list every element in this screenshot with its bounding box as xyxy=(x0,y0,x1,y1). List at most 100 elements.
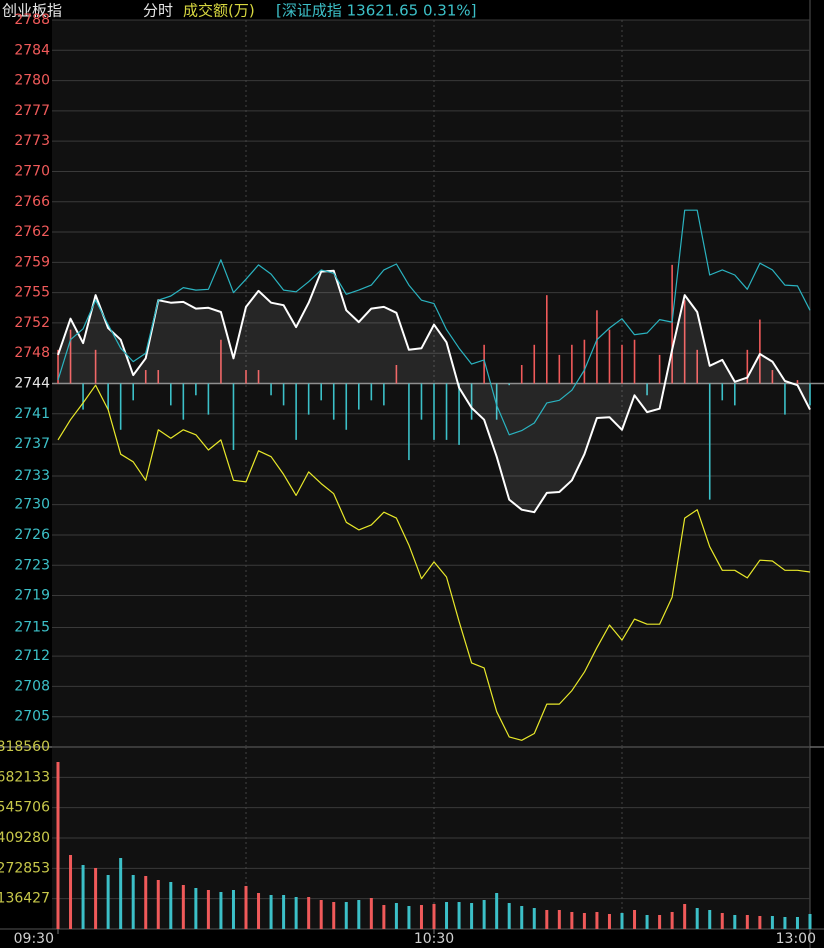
y-tick-label: 2712 xyxy=(14,648,50,664)
volume-bar xyxy=(369,898,373,929)
price-area xyxy=(58,270,810,513)
volume-bar xyxy=(607,913,611,929)
volume-bar xyxy=(783,916,787,929)
y-tick-label: 2784 xyxy=(14,42,50,58)
volume-bar xyxy=(206,890,210,929)
volume-bar xyxy=(56,761,60,929)
volume-bar xyxy=(231,890,235,929)
volume-bar xyxy=(658,914,662,929)
volume-bar xyxy=(532,908,536,929)
volume-bar xyxy=(633,909,637,929)
volume-bar xyxy=(119,858,123,929)
volume-bar xyxy=(770,915,774,929)
volume-bar xyxy=(419,905,423,929)
y-tick-label: 2770 xyxy=(14,163,50,179)
series-line xyxy=(57,209,811,436)
volume-bar xyxy=(407,906,411,929)
volume-bar xyxy=(282,895,286,929)
volume-bar xyxy=(507,903,511,929)
x-tick-label: 10:30 xyxy=(414,931,454,947)
y-tick-label: 2752 xyxy=(14,315,50,331)
volume-bar xyxy=(357,900,361,929)
index-annotation: [深证成指 13621.65 0.31%] xyxy=(276,2,476,20)
volume-bar xyxy=(495,893,499,929)
y-tick-label: 2708 xyxy=(14,678,50,694)
y-tick-label: 2766 xyxy=(14,194,50,210)
volume-bar xyxy=(269,895,273,929)
volume-bar xyxy=(745,914,749,929)
y-tick-label: 272853 xyxy=(0,860,50,876)
volume-bar xyxy=(645,914,649,929)
chart-subtitle: 分时 xyxy=(143,2,173,20)
y-tick-label: 2719 xyxy=(14,588,50,604)
volume-bar xyxy=(720,912,724,929)
volume-bar xyxy=(332,902,336,929)
volume-bar xyxy=(257,893,261,929)
y-tick-label: 2748 xyxy=(14,345,50,361)
volume-bar xyxy=(181,884,185,929)
y-tick-label: 2730 xyxy=(14,497,50,513)
volume-bar xyxy=(470,903,474,929)
y-tick-label: 409280 xyxy=(0,830,50,846)
y-tick-label: 2762 xyxy=(14,224,50,240)
y-tick-label: 2780 xyxy=(14,73,50,89)
volume-bar xyxy=(169,881,173,929)
y-tick-label: 2759 xyxy=(14,254,50,270)
y-tick-label: 2788 xyxy=(14,12,50,28)
volume-bar xyxy=(307,897,311,929)
y-tick-label: 2777 xyxy=(14,103,50,119)
y-tick-label: 2755 xyxy=(14,285,50,301)
volume-bar xyxy=(344,902,348,929)
y-tick-label: 136427 xyxy=(0,891,50,907)
series-line xyxy=(57,384,811,741)
volume-title: 成交额(万) xyxy=(183,2,255,20)
volume-bar xyxy=(595,911,599,929)
volume-bar xyxy=(219,892,223,929)
volume-bar xyxy=(432,904,436,929)
y-tick-label: 2705 xyxy=(14,709,50,725)
volume-bar xyxy=(194,888,198,929)
volume-bar xyxy=(445,902,449,929)
y-tick-label: 545706 xyxy=(0,800,50,816)
plot-background xyxy=(52,20,810,929)
y-tick-label: 2726 xyxy=(14,527,50,543)
volume-bar xyxy=(294,897,298,929)
volume-bar xyxy=(620,912,624,929)
y-tick-label: 2723 xyxy=(14,557,50,573)
volume-bar xyxy=(69,855,73,929)
volume-bar xyxy=(557,909,561,929)
volume-bar xyxy=(582,912,586,929)
volume-bar xyxy=(795,916,799,929)
volume-bar xyxy=(144,875,148,929)
volume-bar xyxy=(695,908,699,929)
y-tick-label: 2733 xyxy=(14,468,50,484)
y-tick-label: 2744 xyxy=(14,376,50,392)
x-tick-label: 09:30 xyxy=(14,931,54,947)
volume-bar xyxy=(382,905,386,929)
y-tick-label: 2741 xyxy=(14,406,50,422)
y-tick-label: 2737 xyxy=(14,436,50,452)
volume-bar xyxy=(808,913,812,929)
series-line xyxy=(57,269,811,514)
volume-bar xyxy=(545,909,549,929)
volume-bar xyxy=(319,900,323,929)
volume-bar xyxy=(482,900,486,929)
volume-bar xyxy=(131,874,135,929)
volume-bar xyxy=(81,865,85,929)
volume-bar xyxy=(106,874,110,929)
volume-bar xyxy=(683,904,687,929)
volume-bar xyxy=(244,885,248,929)
volume-bar xyxy=(394,903,398,929)
volume-bar xyxy=(758,915,762,929)
volume-bar xyxy=(94,867,98,929)
volume-bar xyxy=(708,909,712,929)
y-tick-label: 2773 xyxy=(14,133,50,149)
volume-bar xyxy=(156,879,160,929)
y-tick-label: 2715 xyxy=(14,620,50,636)
volume-bar xyxy=(570,911,574,929)
volume-bar xyxy=(733,914,737,929)
x-tick-label: 13:00 xyxy=(776,931,816,947)
chart-title: 创业板指 xyxy=(2,2,62,20)
